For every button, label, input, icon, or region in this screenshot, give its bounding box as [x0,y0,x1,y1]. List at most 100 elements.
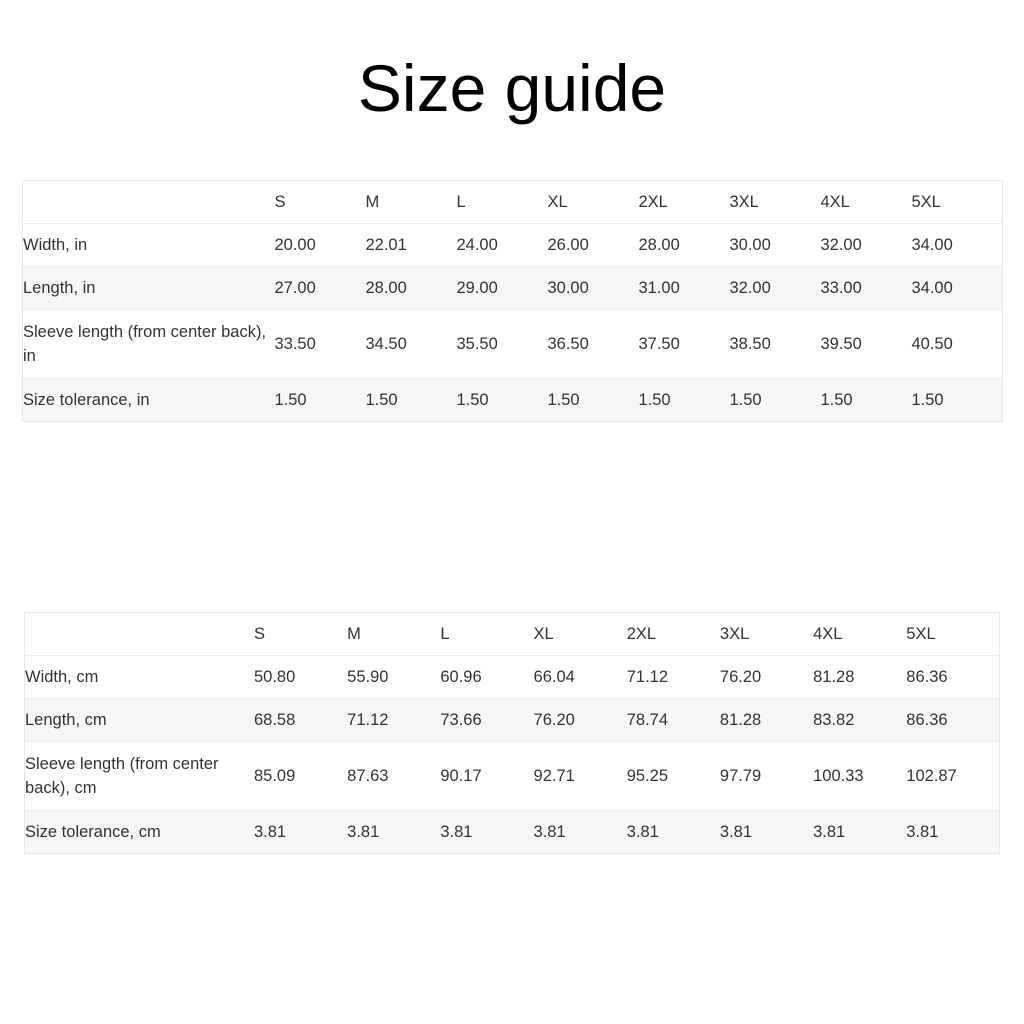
cell-value: 81.28 [813,668,855,686]
cell-value: 29.00 [456,266,548,310]
cell-value: 83.82 [813,698,907,742]
cell-value: 1.50 [638,378,730,422]
cell-value: 26.00 [547,236,589,254]
cell-value: 3.81 [906,810,1000,854]
cell-value: 32.00 [820,236,862,254]
table-corner-cell [23,181,275,224]
table-row: Length, cm 68.58 71.12 73.66 76.20 78.74 81.28… [24,698,1000,742]
cell-value: 28.00 [638,236,680,254]
cell-value: 60.96 [440,668,482,686]
cell-value: 33.50 [274,335,316,353]
row-label: Length, cm [24,698,254,742]
table-corner-cell [25,613,254,656]
cell-value: 27.00 [274,266,366,310]
cell-value: 1.50 [911,378,1003,422]
cell-value: 37.50 [638,335,680,353]
column-header-5xl: 5XL [906,625,936,643]
column-header-l: L [440,625,450,643]
cell-value: 95.25 [626,767,669,785]
cell-value: 33.00 [820,266,912,310]
cell-value: 76.20 [533,698,627,742]
column-header-3xl: 3XL [729,193,759,211]
table-row: Sleeve length (from center back), in 33.5… [22,309,1003,379]
column-header-xl: XL [547,193,568,211]
cell-value: 3.81 [626,810,720,854]
column-header-3xl: 3XL [719,625,750,643]
cell-value: 73.66 [440,698,534,742]
cell-value: 71.12 [347,698,441,742]
cell-value: 1.50 [456,378,548,422]
cell-value: 1.50 [274,378,366,422]
cell-value: 40.50 [911,335,953,353]
cell-value: 34.00 [911,266,1003,310]
cell-value: 68.58 [253,698,348,742]
size-table-centimeters: S M L XL 2XL 3XL 4XL 5XL Width, cm 50.80 55.90 60.… [24,612,1000,854]
cell-value: 1.50 [729,378,821,422]
cell-value: 76.20 [719,668,762,686]
cell-value: 97.79 [719,767,762,785]
cell-value: 81.28 [719,698,814,742]
cell-value: 20.00 [274,236,316,254]
column-header-4xl: 4XL [820,193,850,211]
cell-value: 3.81 [533,810,627,854]
column-header-2xl: 2XL [626,625,657,643]
row-label: Size tolerance, in [22,378,275,422]
table-row: Sleeve length (from center back), cm 85.0… [24,741,1000,811]
row-label: Length, in [22,266,275,310]
cell-value: 66.04 [533,668,575,686]
cell-value: 35.50 [456,335,498,353]
table-row: Width, cm 50.80 55.90 60.96 66.04 71.12 76.20 8… [24,655,1000,699]
cell-value: 102.87 [906,767,957,785]
cell-value: 90.17 [440,767,482,785]
table-row: Size tolerance, in 1.50 1.50 1.50 1.50 1.50 1.… [22,378,1003,422]
cell-value: 39.50 [820,335,862,353]
cell-value: 3.81 [347,810,441,854]
cell-value: 30.00 [729,236,771,254]
size-table-inches: S M L XL 2XL 3XL 4XL 5XL Width, in 20.00 22.01 24.… [22,180,1003,422]
table-row: Size tolerance, cm 3.81 3.81 3.81 3.81 3.81 3.… [24,810,1000,854]
table-body-centimeters: Width, cm 50.80 55.90 60.96 66.04 71.12 76.20 8… [24,655,1000,854]
cell-value: 34.00 [911,236,953,254]
row-label: Sleeve length (from center back), cm [25,755,219,797]
cell-value: 86.36 [906,668,948,686]
cell-value: 92.71 [533,767,575,785]
column-header-l: L [456,193,466,211]
column-header-m: M [365,193,380,211]
page-title: Size guide [357,51,667,125]
table-row: Length, in 27.00 28.00 29.00 30.00 31.00 32.00… [22,266,1003,310]
cell-value: 22.01 [365,236,407,254]
cell-value: 86.36 [906,698,1000,742]
column-header-2xl: 2XL [638,193,668,211]
cell-value: 1.50 [365,378,457,422]
cell-value: 3.81 [719,810,814,854]
cell-value: 1.50 [820,378,912,422]
cell-value: 34.50 [365,335,407,353]
cell-value: 100.33 [813,767,864,785]
row-label: Width, cm [25,668,99,686]
table-header-row: S M L XL 2XL 3XL 4XL 5XL [23,181,1003,224]
cell-value: 30.00 [547,266,639,310]
cell-value: 31.00 [638,266,730,310]
column-header-s: S [274,193,286,211]
column-header-m: M [347,625,361,643]
cell-value: 50.80 [253,668,296,686]
table-body-inches: Width, in 20.00 22.01 24.00 26.00 28.00 30.00 3… [22,223,1003,422]
row-label: Sleeve length (from center back), in [23,323,267,365]
table-header-row: S M L XL 2XL 3XL 4XL 5XL [25,613,1000,656]
row-label: Size tolerance, cm [24,810,254,854]
cell-value: 3.81 [440,810,534,854]
cell-value: 85.09 [253,767,296,785]
table-head-centimeters: S M L XL 2XL 3XL 4XL 5XL [25,613,1000,656]
column-header-s: S [253,625,265,643]
cell-value: 24.00 [456,236,498,254]
table-row: Width, in 20.00 22.01 24.00 26.00 28.00 30.00 3… [22,223,1003,267]
cell-value: 78.74 [626,698,720,742]
cell-value: 28.00 [365,266,457,310]
cell-value: 87.63 [347,767,389,785]
cell-value: 3.81 [253,810,348,854]
cell-value: 32.00 [729,266,821,310]
cell-value: 71.12 [626,668,669,686]
table-head-inches: S M L XL 2XL 3XL 4XL 5XL [23,181,1003,224]
cell-value: 55.90 [347,668,389,686]
